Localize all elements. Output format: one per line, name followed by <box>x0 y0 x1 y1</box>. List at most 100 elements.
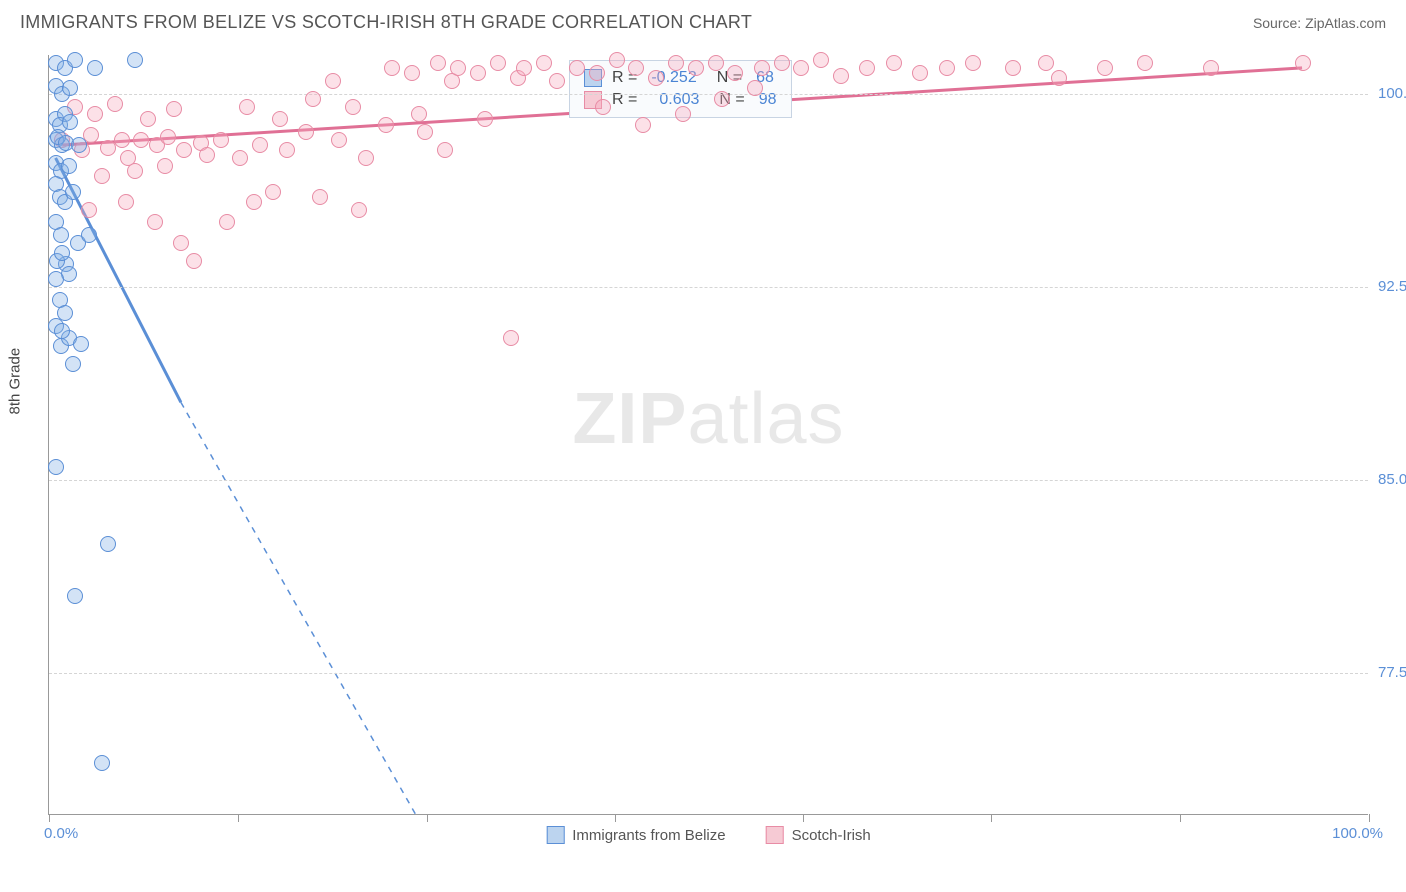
scotch-marker <box>166 101 182 117</box>
scotch-marker <box>536 55 552 71</box>
scotch-marker <box>1295 55 1311 71</box>
legend-swatch-scotch <box>766 826 784 844</box>
scotch-marker <box>1137 55 1153 71</box>
scotch-marker <box>430 55 446 71</box>
x-tick <box>615 814 616 822</box>
belize-marker <box>127 52 143 68</box>
belize-marker <box>54 245 70 261</box>
legend-label-scotch: Scotch-Irish <box>792 827 871 844</box>
scotch-marker <box>384 60 400 76</box>
scotch-marker <box>708 55 724 71</box>
scotch-marker <box>417 124 433 140</box>
scotch-marker <box>939 60 955 76</box>
scotch-marker <box>176 142 192 158</box>
belize-marker <box>100 536 116 552</box>
scotch-marker <box>668 55 684 71</box>
scotch-marker <box>589 65 605 81</box>
belize-marker <box>48 459 64 475</box>
belize-marker <box>71 137 87 153</box>
belize-marker <box>61 158 77 174</box>
scotch-marker <box>859 60 875 76</box>
scotch-marker <box>94 168 110 184</box>
scotch-marker <box>107 96 123 112</box>
scotch-marker <box>516 60 532 76</box>
belize-marker <box>67 52 83 68</box>
belize-marker <box>62 114 78 130</box>
x-tick <box>1180 814 1181 822</box>
legend-label-belize: Immigrants from Belize <box>572 827 725 844</box>
belize-marker <box>48 271 64 287</box>
x-tick <box>427 814 428 822</box>
x-tick <box>1369 814 1370 822</box>
scotch-marker <box>912 65 928 81</box>
gridline <box>49 287 1368 288</box>
scotch-marker <box>1005 60 1021 76</box>
scatter-chart: ZIPatlas R =-0.252 N =68 R =0.603 N =98 … <box>48 55 1368 815</box>
scotch-marker <box>173 235 189 251</box>
belize-marker <box>81 227 97 243</box>
gridline <box>49 94 1368 95</box>
scotch-marker <box>160 129 176 145</box>
scotch-marker <box>118 194 134 210</box>
scotch-marker <box>774 55 790 71</box>
scotch-marker <box>813 52 829 68</box>
scotch-marker <box>450 60 466 76</box>
y-tick-label: 100.0% <box>1378 85 1406 102</box>
scotch-marker <box>219 214 235 230</box>
belize-marker <box>67 588 83 604</box>
scotch-marker <box>1097 60 1113 76</box>
scotch-marker <box>628 60 644 76</box>
chart-header: IMMIGRANTS FROM BELIZE VS SCOTCH-IRISH 8… <box>0 0 1406 41</box>
scotch-marker <box>279 142 295 158</box>
scotch-marker <box>331 132 347 148</box>
scotch-marker <box>404 65 420 81</box>
x-tick <box>238 814 239 822</box>
scotch-marker <box>351 202 367 218</box>
y-axis-label: 8th Grade <box>7 348 24 415</box>
scotch-marker <box>312 189 328 205</box>
trend-lines <box>49 55 1368 814</box>
scotch-marker <box>114 132 130 148</box>
scotch-marker <box>688 60 704 76</box>
scotch-marker <box>714 91 730 107</box>
scotch-marker <box>87 106 103 122</box>
scotch-marker <box>325 73 341 89</box>
scotch-marker <box>747 80 763 96</box>
scotch-marker <box>648 70 664 86</box>
x-tick <box>803 814 804 822</box>
scotch-marker <box>345 99 361 115</box>
scotch-marker <box>490 55 506 71</box>
scotch-marker <box>886 55 902 71</box>
belize-marker <box>65 356 81 372</box>
source-label: Source: ZipAtlas.com <box>1253 15 1386 31</box>
legend-item-belize: Immigrants from Belize <box>546 826 725 844</box>
scotch-marker <box>265 184 281 200</box>
scotch-marker <box>609 52 625 68</box>
scotch-marker <box>186 253 202 269</box>
scotch-marker <box>477 111 493 127</box>
scotch-marker <box>1051 70 1067 86</box>
scotch-marker <box>470 65 486 81</box>
scotch-marker <box>239 99 255 115</box>
legend-item-scotch: Scotch-Irish <box>766 826 871 844</box>
scotch-marker <box>157 158 173 174</box>
scotch-marker <box>199 147 215 163</box>
scotch-marker <box>81 202 97 218</box>
scotch-marker <box>965 55 981 71</box>
scotch-marker <box>213 132 229 148</box>
scotch-marker <box>411 106 427 122</box>
scotch-marker <box>127 163 143 179</box>
scotch-marker <box>727 65 743 81</box>
y-tick-label: 92.5% <box>1378 278 1406 295</box>
y-tick-label: 77.5% <box>1378 664 1406 681</box>
scotch-marker <box>1038 55 1054 71</box>
scotch-marker <box>298 124 314 140</box>
scotch-marker <box>246 194 262 210</box>
scotch-marker <box>595 99 611 115</box>
legend-swatch-belize <box>546 826 564 844</box>
y-tick-label: 85.0% <box>1378 471 1406 488</box>
scotch-marker <box>754 60 770 76</box>
belize-marker <box>53 227 69 243</box>
scotch-marker <box>133 132 149 148</box>
x-tick <box>49 814 50 822</box>
